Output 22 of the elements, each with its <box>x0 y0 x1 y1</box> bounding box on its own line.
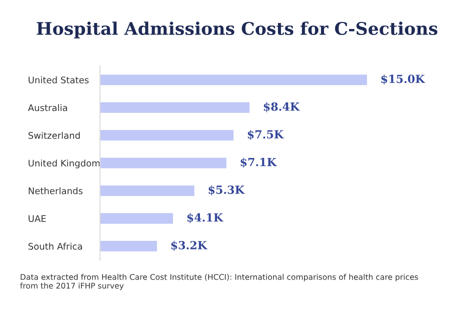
y-tick-label: Switzerland <box>28 132 80 139</box>
data-label: $5.3K <box>208 185 245 196</box>
bar <box>100 185 194 196</box>
bar <box>100 102 250 113</box>
y-tick-label: United Kingdom <box>28 160 100 168</box>
bar <box>100 158 226 168</box>
bar <box>100 213 173 224</box>
y-tick-label: UAE <box>28 215 46 222</box>
y-tick-label: Netherlands <box>28 187 82 194</box>
y-tick-label: South Africa <box>28 242 82 250</box>
data-label: $7.1K <box>240 158 277 168</box>
data-label: $3.2K <box>171 240 208 251</box>
data-label: $4.1K <box>187 213 224 224</box>
chart-title: Hospital Admissions Costs for C-Sections <box>36 22 438 38</box>
data-label: $7.5K <box>248 130 284 140</box>
bar <box>100 130 234 141</box>
data-label: $8.4K <box>264 102 300 112</box>
bar <box>100 74 367 86</box>
data-label: $15.0K <box>381 74 426 85</box>
y-tick-label: United States <box>28 76 89 84</box>
y-tick-label: Australia <box>28 104 68 112</box>
bar <box>100 240 157 252</box>
